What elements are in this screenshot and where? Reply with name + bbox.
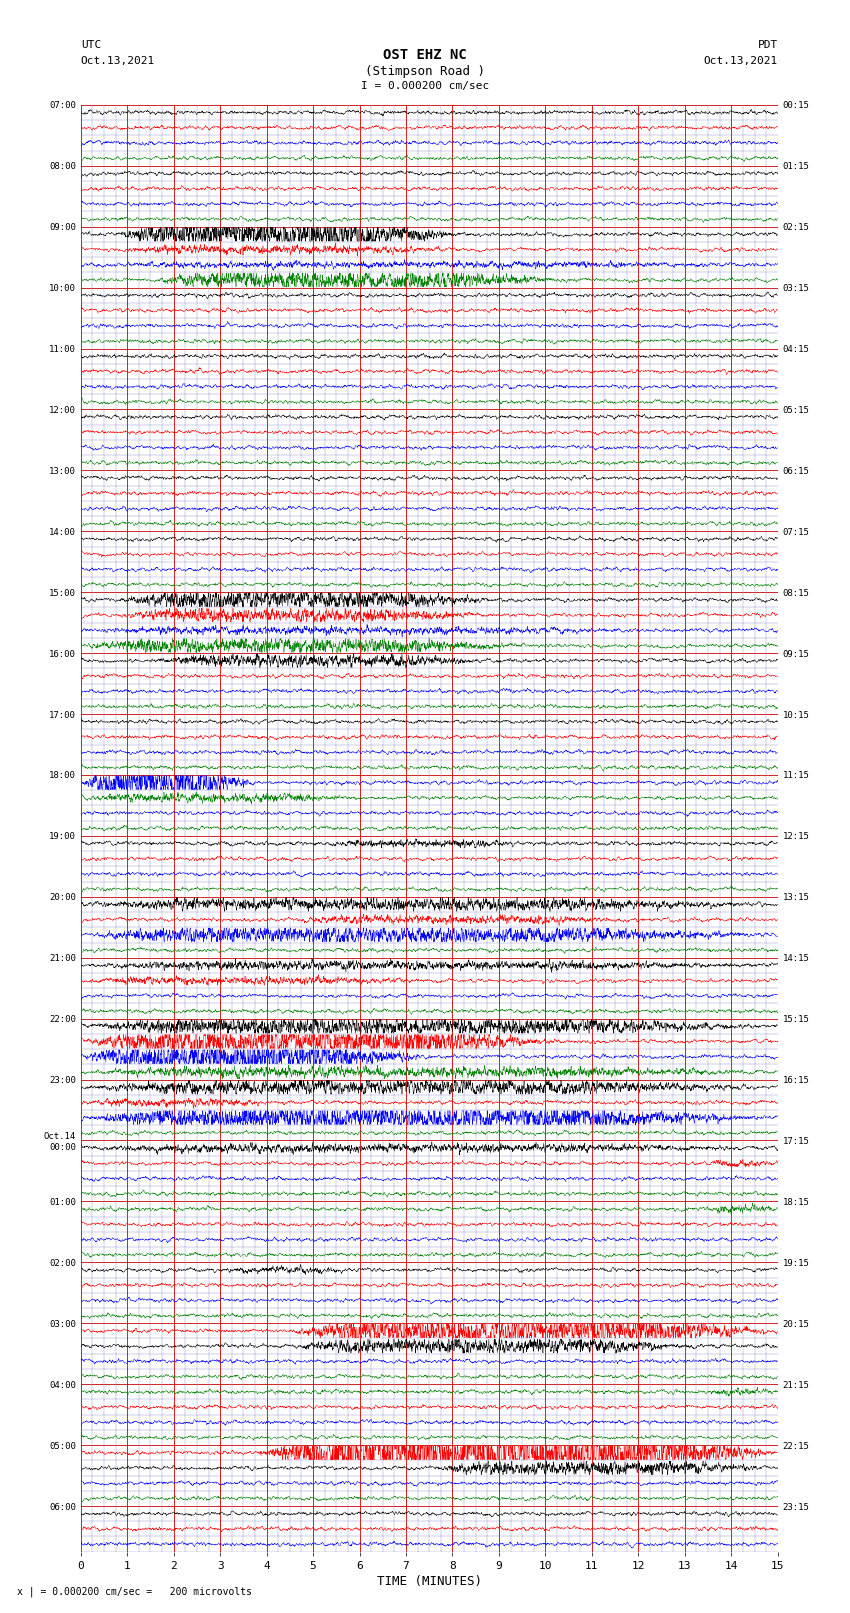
Text: x | = 0.000200 cm/sec =   200 microvolts: x | = 0.000200 cm/sec = 200 microvolts [17,1586,252,1597]
Text: OST EHZ NC: OST EHZ NC [383,48,467,63]
Text: (Stimpson Road ): (Stimpson Road ) [365,65,485,77]
Text: Oct.13,2021: Oct.13,2021 [81,56,155,66]
X-axis label: TIME (MINUTES): TIME (MINUTES) [377,1574,482,1587]
Text: I = 0.000200 cm/sec: I = 0.000200 cm/sec [361,81,489,90]
Text: UTC: UTC [81,40,101,50]
Text: Oct.13,2021: Oct.13,2021 [704,56,778,66]
Text: PDT: PDT [757,40,778,50]
